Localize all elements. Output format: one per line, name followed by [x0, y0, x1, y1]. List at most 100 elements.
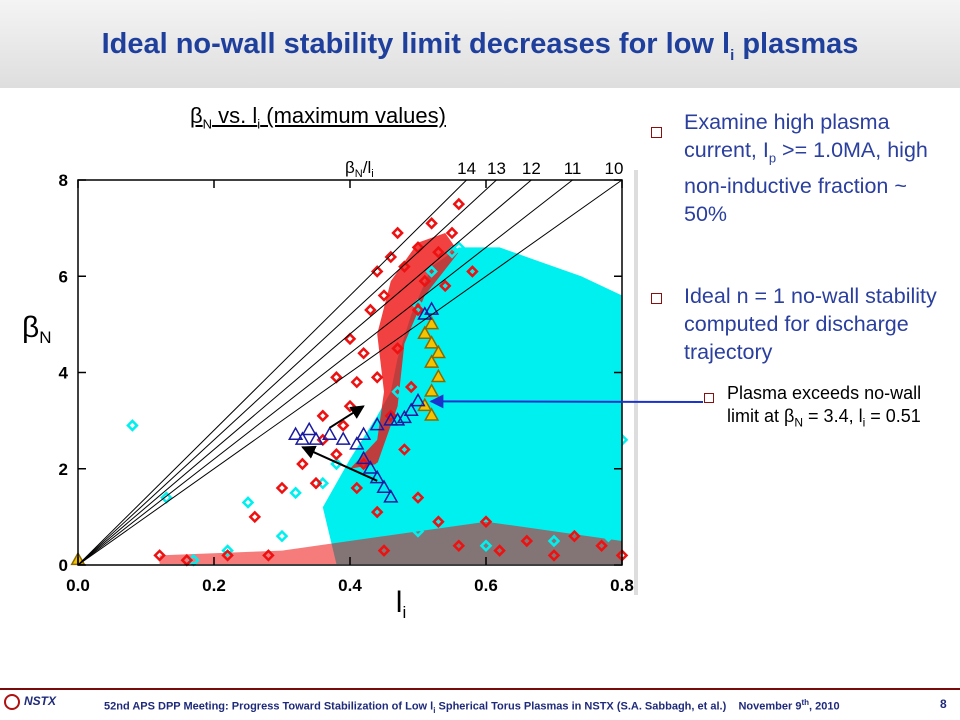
x-axis-label: li: [396, 586, 406, 622]
limit-label-11: 11: [564, 159, 582, 178]
x-tick-label-1: 0.2: [202, 576, 226, 595]
point-red-22: [432, 245, 445, 259]
bullet-marker-1: [651, 127, 662, 138]
header-band: [0, 0, 960, 88]
limit-label-12: 12: [522, 159, 541, 178]
point-yellow-6: [430, 368, 446, 383]
nstx-logo: NSTX: [4, 694, 56, 710]
point-navy-12: [369, 469, 385, 484]
point-cyan-17: [452, 241, 466, 254]
y-tick-label-4: 8: [59, 171, 68, 190]
point-cyan-12: [391, 385, 404, 399]
point-yellow-4: [430, 344, 446, 359]
limit-label-14: 14: [457, 159, 476, 178]
point-red-14: [364, 303, 377, 317]
point-red-4: [248, 510, 262, 524]
page-number: 8: [940, 697, 947, 711]
point-yellow-5: [424, 354, 440, 368]
logo-ring-icon: [4, 694, 20, 710]
point-cyan-9: [350, 505, 364, 519]
point-cyan-29: [445, 491, 459, 504]
point-red-29: [370, 371, 384, 384]
bullet-1: Examine high plasma current, Ip >= 1.0MA…: [684, 110, 928, 227]
red-data-cluster: [350, 232, 459, 469]
point-cyan-4: [241, 496, 255, 509]
point-red-35: [411, 491, 425, 504]
point-red-24: [452, 197, 466, 211]
x-tick-label-3: 0.6: [474, 576, 498, 595]
point-cyan-34: [432, 443, 445, 456]
point-cyan-15: [425, 265, 438, 278]
point-navy-20: [301, 421, 317, 436]
x-tick-label-4: 0.8: [610, 576, 634, 595]
annotations: [301, 394, 704, 482]
limit-line-12: [77, 179, 532, 566]
point-cyan-5: [275, 529, 289, 543]
point-red-15: [370, 265, 384, 278]
trajectory-arrow-0: [301, 445, 378, 482]
point-cyan-14: [411, 298, 425, 312]
point-red-26: [411, 303, 425, 317]
point-red-27: [391, 342, 404, 355]
point-red-28: [377, 289, 391, 302]
point-red-37: [452, 539, 466, 553]
point-navy-14: [383, 489, 399, 503]
trajectory-arrow-1: [329, 405, 365, 429]
point-yellow-8: [417, 397, 433, 412]
point-cyan-37: [581, 414, 595, 427]
limit-line-10: [77, 179, 623, 566]
point-cyan-20: [479, 313, 493, 326]
point-cyan-0: [126, 419, 139, 432]
point-navy-18: [294, 431, 310, 445]
point-red-0: [153, 549, 166, 562]
point-red-31: [398, 443, 411, 456]
limit-line-13: [77, 179, 497, 566]
point-red-21: [425, 217, 438, 230]
point-navy-9: [349, 436, 365, 450]
point-red-42: [568, 529, 581, 543]
x-tick-label-0: 0.0: [66, 576, 90, 595]
point-red-17: [391, 226, 404, 240]
point-red-48: [357, 457, 370, 471]
point-cyan-18: [466, 260, 479, 273]
point-red-6: [296, 457, 309, 471]
point-yellow-3: [424, 335, 440, 349]
plot-edge-strip: [634, 170, 638, 595]
bullet-marker-2: [651, 293, 662, 304]
chart-title: βN vs. li (maximum values): [190, 103, 446, 132]
limit-lines: 14 13 12 11 10 βN/li: [77, 158, 624, 566]
point-cyan-16: [445, 245, 459, 259]
point-navy-6: [383, 412, 399, 426]
y-axis-label: βN: [22, 311, 52, 347]
point-cyan-8: [330, 457, 343, 471]
point-cyan-11: [384, 438, 398, 451]
point-red-33: [370, 505, 384, 519]
limit-line-14: [77, 179, 467, 566]
limit-label-10: 10: [605, 159, 624, 178]
limit-line-11: [77, 179, 573, 566]
point-navy-11: [362, 460, 378, 474]
point-red-30: [384, 409, 398, 423]
footer-rule: [0, 688, 960, 690]
point-cyan-6: [289, 486, 302, 500]
point-red-43: [595, 539, 608, 553]
point-cyan-33: [602, 529, 615, 543]
point-cyan-24: [602, 361, 615, 374]
point-red-20: [418, 274, 432, 288]
sub-bullet: Plasma exceeds no-wall limit at βN = 3.4…: [727, 383, 922, 430]
slide-title: Ideal no-wall stability limit decreases …: [101, 28, 859, 64]
point-cyan-26: [520, 433, 534, 447]
y-tick-label-1: 2: [59, 460, 68, 479]
point-navy-17: [308, 431, 324, 445]
point-cyan-23: [574, 337, 588, 350]
point-red-50: [438, 279, 452, 293]
point-cyan-32: [547, 534, 561, 548]
bullet-2: Ideal n = 1 no-wall stability computed f…: [684, 284, 937, 364]
point-navy-7: [369, 416, 385, 431]
point-navy-13: [376, 479, 392, 493]
point-navy-3: [403, 402, 419, 416]
point-cyan-3: [221, 544, 234, 557]
point-yellow-1: [417, 325, 433, 339]
point-red-40: [520, 534, 534, 548]
point-red-18: [398, 260, 411, 273]
